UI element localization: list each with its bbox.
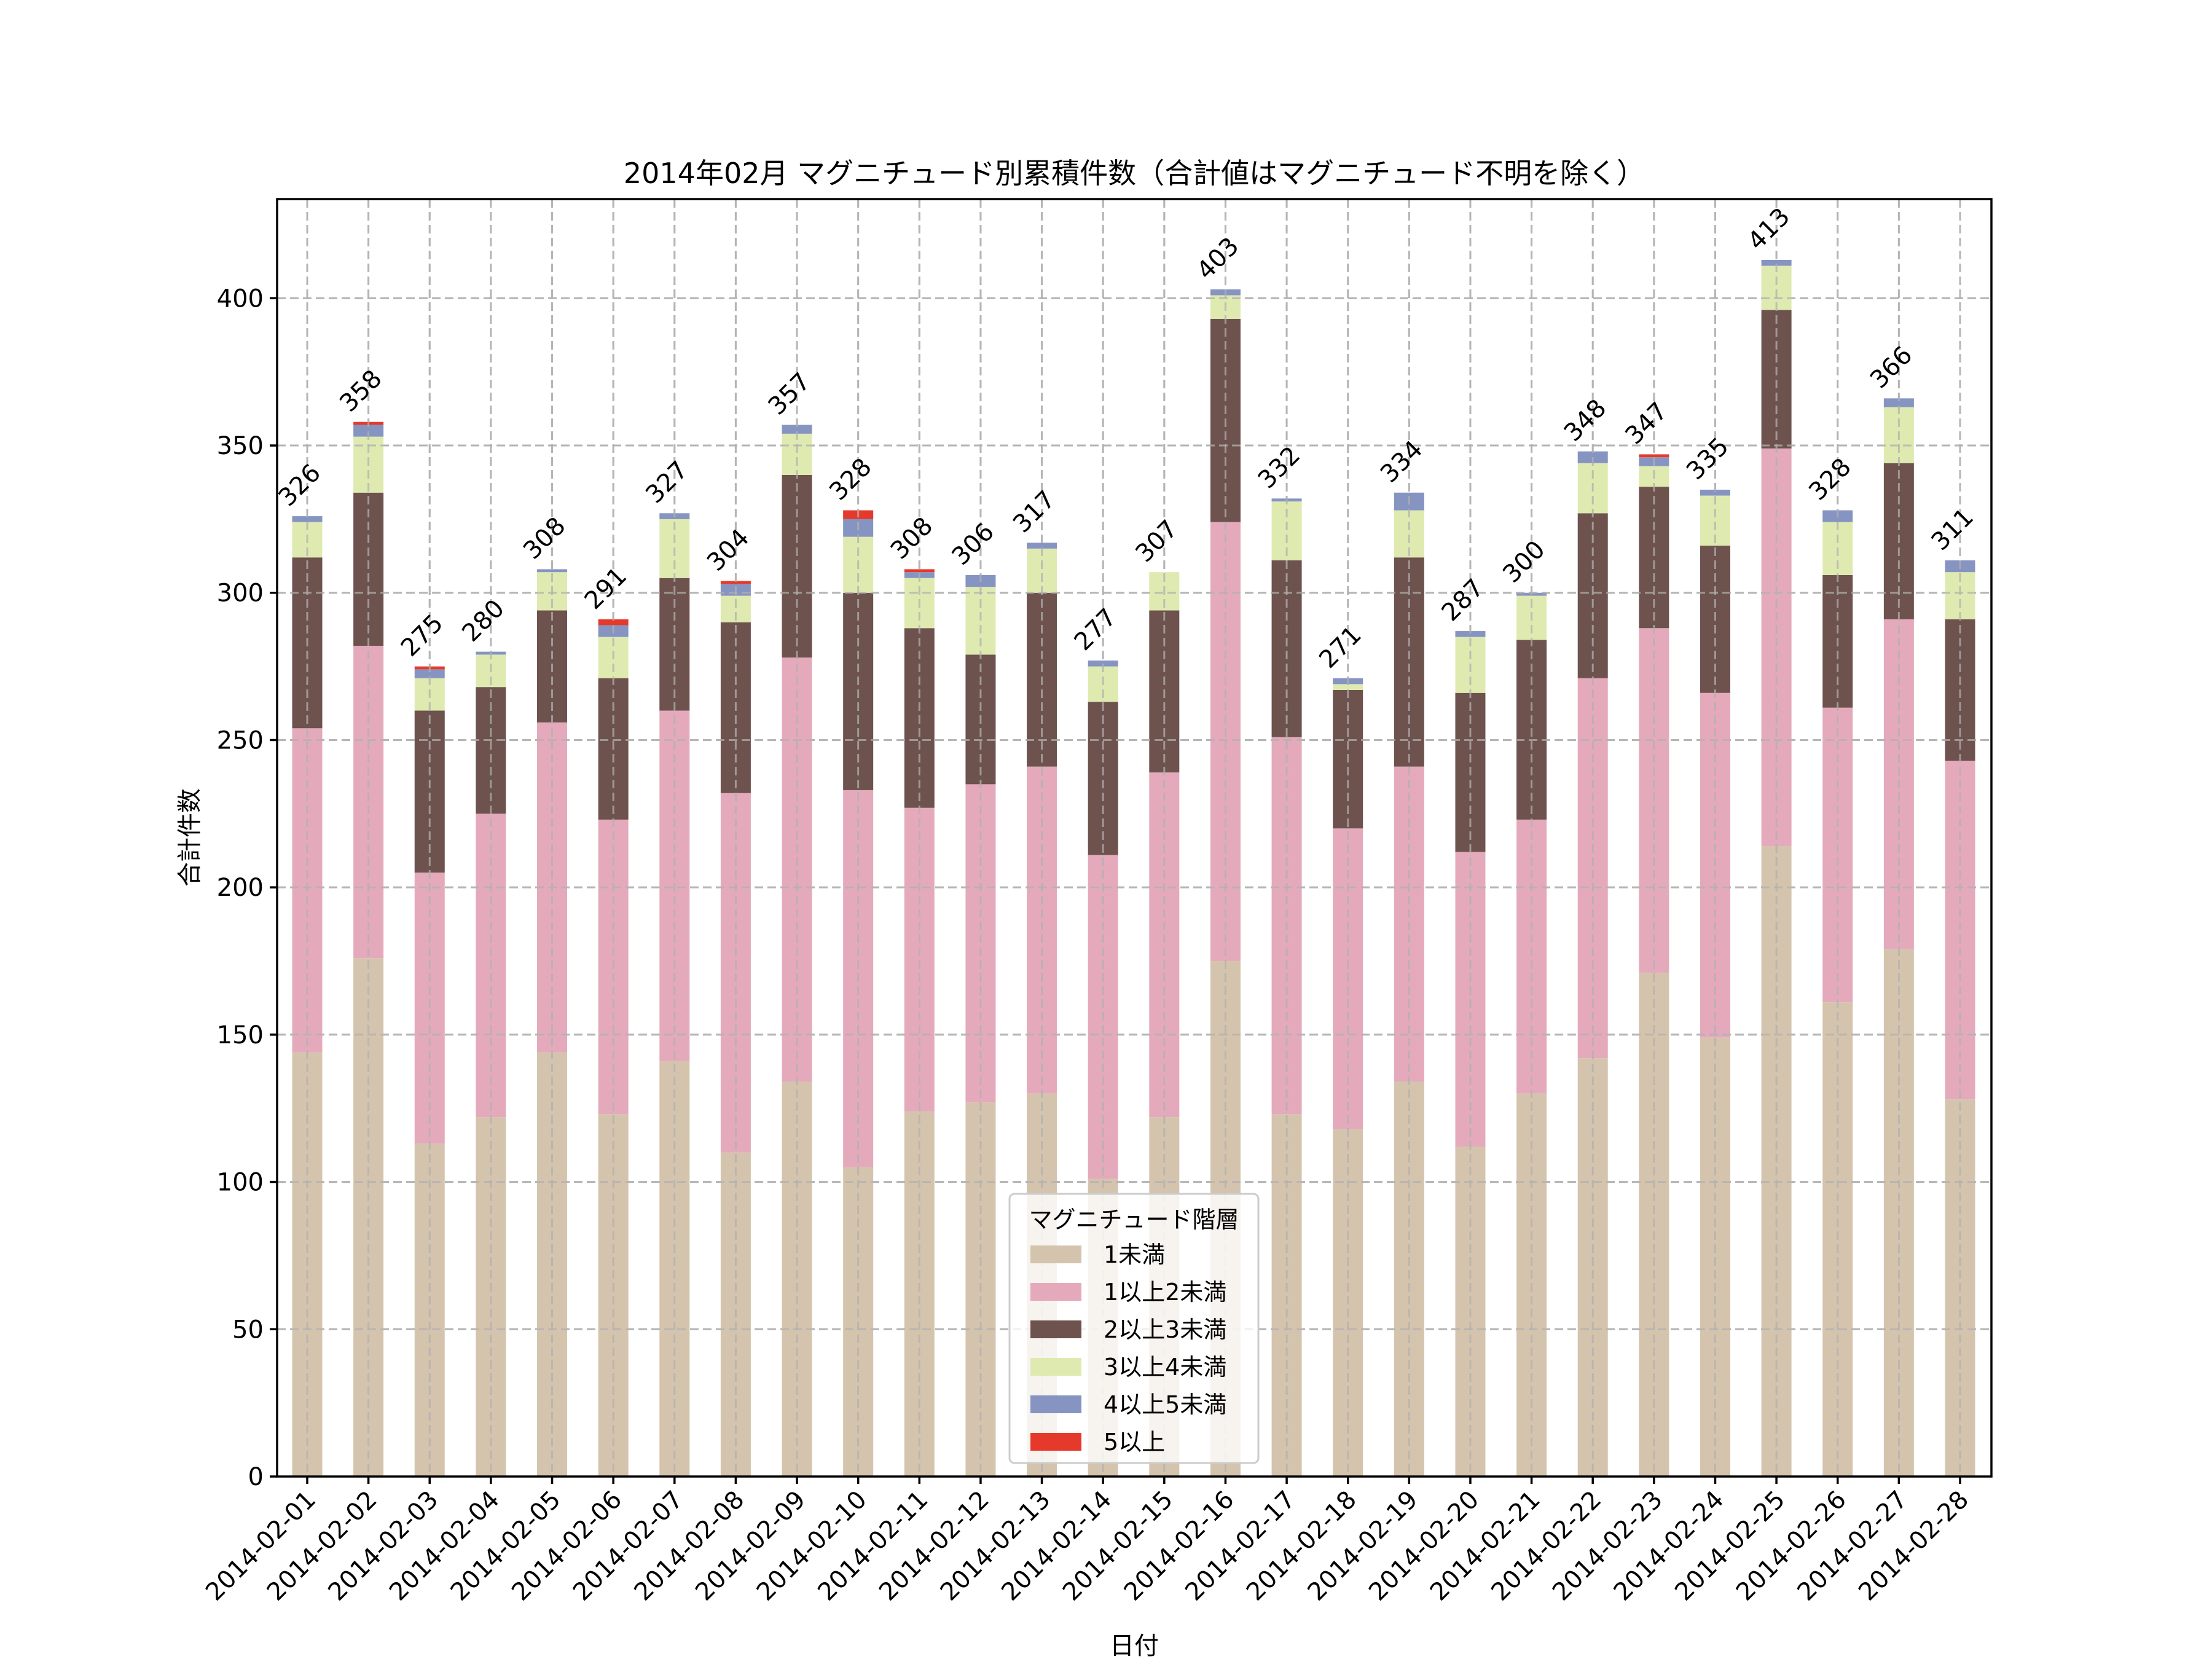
legend-swatch <box>1030 1395 1081 1413</box>
legend-entry-label: 5以上 <box>1104 1429 1165 1456</box>
bar-segment <box>1761 260 1792 266</box>
bar-stack <box>782 425 812 1477</box>
y-tick-label: 50 <box>232 1316 264 1344</box>
axes-frame <box>276 198 1993 1478</box>
chart-title: 2014年02月 マグニチュード別累積件数（合計値はマグニチュード不明を除く） <box>624 157 1645 190</box>
legend-entry-label: 2以上3未満 <box>1104 1316 1226 1343</box>
bar-segment <box>292 516 323 522</box>
bar-segment <box>598 619 629 626</box>
legend-swatch <box>1030 1283 1081 1301</box>
legend-entry-label: 4以上5未満 <box>1104 1391 1226 1418</box>
y-axis-label: 合計件数 <box>176 788 204 887</box>
legend-swatch <box>1030 1358 1081 1376</box>
bar-segment <box>1639 454 1669 458</box>
y-tick-label: 100 <box>217 1169 264 1197</box>
legend-swatch <box>1030 1320 1081 1338</box>
bar-segment <box>1088 661 1118 667</box>
y-tick-label: 350 <box>217 432 264 460</box>
y-axis-ticks: 0 50 100 150 200 250 300 350 400 <box>217 284 277 1491</box>
bar-segment <box>904 1111 935 1477</box>
bar-segment <box>1149 772 1180 1118</box>
bar-segment <box>782 425 812 434</box>
bar-segment <box>1883 398 1914 407</box>
x-axis-label: 日付 <box>1110 1632 1159 1659</box>
legend-swatch <box>1030 1245 1081 1263</box>
bar-segment <box>353 958 384 1477</box>
legend-entry-label: 3以上4未満 <box>1104 1354 1226 1381</box>
bar-segment <box>1822 707 1853 1003</box>
legend: マグニチュード階層 1未満 1以上2未満 2以上3未満 3以上4未満 4以上5未満 5以上 <box>1008 1193 1260 1464</box>
bar-segment <box>1700 489 1730 496</box>
y-tick-label: 150 <box>217 1021 264 1049</box>
bar-segment <box>414 873 445 1144</box>
legend-entry-label: 1未満 <box>1104 1241 1165 1268</box>
bar-stack <box>292 516 323 1477</box>
axes <box>276 198 1993 1478</box>
bar-segment <box>353 425 384 437</box>
y-tick-label: 300 <box>217 579 264 608</box>
legend-swatch <box>1030 1433 1081 1451</box>
bar-segment <box>414 669 445 678</box>
bar-segment <box>1027 543 1057 549</box>
legend-entry-label: 1以上2未満 <box>1104 1279 1226 1306</box>
bar-stack <box>1761 260 1792 1477</box>
bar-segment <box>1333 684 1363 690</box>
y-tick-label: 400 <box>217 284 264 313</box>
bar-segment <box>537 569 568 573</box>
y-tick-label: 0 <box>248 1463 264 1491</box>
bar-segment <box>1088 702 1118 855</box>
bar-segment <box>1455 631 1486 637</box>
bars <box>277 199 1991 1477</box>
bar-segment <box>782 433 812 475</box>
bar-segment <box>720 581 751 584</box>
legend-title: マグニチュード階層 <box>1029 1206 1239 1233</box>
bar-segment <box>904 569 935 573</box>
y-tick-label: 250 <box>217 726 264 755</box>
bar-stack <box>1700 489 1730 1477</box>
y-tick-label: 200 <box>217 874 264 902</box>
